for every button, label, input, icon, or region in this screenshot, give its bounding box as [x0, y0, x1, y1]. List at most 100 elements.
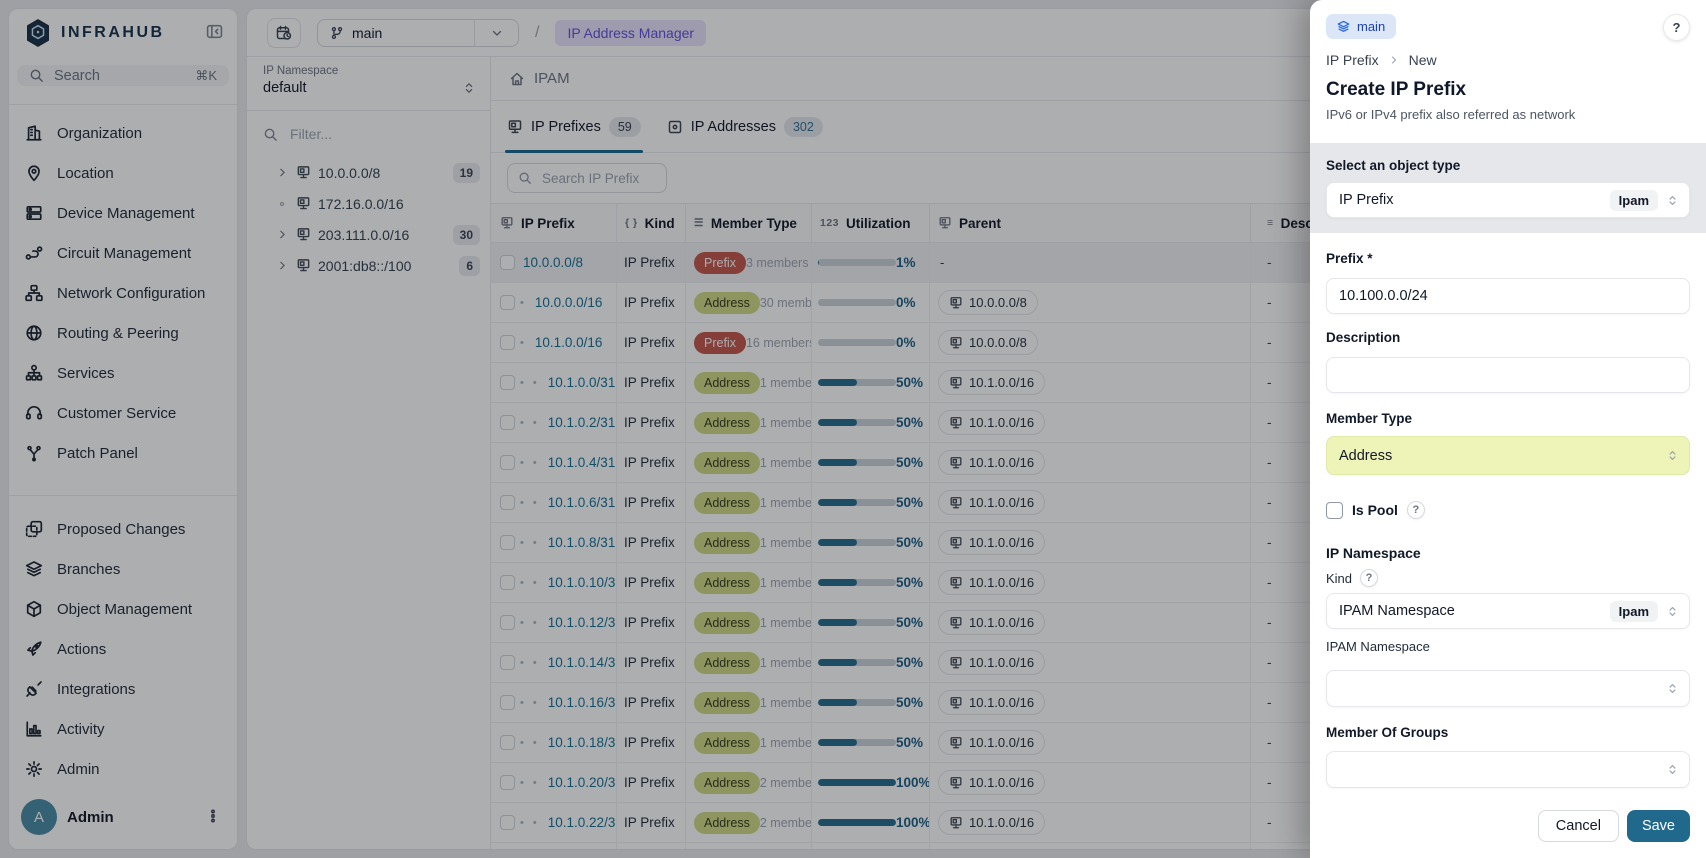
sidebar-item-services[interactable]: Services — [9, 353, 237, 393]
sidebar-item-admin[interactable]: Admin — [9, 749, 237, 789]
save-button[interactable]: Save — [1626, 810, 1690, 842]
prefix-link[interactable]: 10.1.0.10/31 — [547, 575, 617, 590]
row-checkbox[interactable] — [500, 615, 515, 630]
tab-ip-addresses[interactable]: IP Addresses 302 — [667, 101, 823, 152]
prefix-input[interactable] — [1326, 278, 1690, 314]
table-row[interactable]: 10.0.0.0/16 IP Prefix Address 30 members… — [491, 283, 1697, 323]
parent-chip[interactable]: - — [938, 251, 946, 274]
is-pool-checkbox[interactable] — [1326, 501, 1343, 519]
prefix-link[interactable]: 10.1.0.6/31 — [547, 495, 616, 510]
cancel-button[interactable]: Cancel — [1537, 810, 1619, 842]
sidebar-item-routing-peering[interactable]: Routing & Peering — [9, 313, 237, 353]
tree-item[interactable]: 2001:db8::/100 6 — [259, 250, 480, 281]
row-checkbox[interactable] — [500, 295, 515, 310]
prefix-link[interactable]: 10.0.0.0/8 — [523, 255, 584, 270]
table-row[interactable]: 10.1.0.4/31 IP Prefix Address 1 member 5… — [491, 443, 1697, 483]
row-checkbox[interactable] — [500, 775, 515, 790]
parent-chip[interactable]: 10.0.0.0/8 — [938, 330, 1038, 355]
column-header-kind[interactable]: { } Kind — [617, 204, 686, 242]
row-checkbox[interactable] — [500, 415, 515, 430]
prefix-link[interactable]: 10.1.0.8/31 — [547, 535, 616, 550]
row-checkbox[interactable] — [500, 335, 515, 350]
row-checkbox[interactable] — [500, 575, 515, 590]
tree-expander[interactable] — [275, 197, 289, 211]
sidebar-item-activity[interactable]: Activity — [9, 709, 237, 749]
tab-ip-prefixes[interactable]: IP Prefixes 59 — [505, 101, 643, 153]
parent-chip[interactable]: 10.1.0.0/16 — [938, 730, 1046, 755]
table-row[interactable]: 10.1.0.18/31 IP Prefix Address 1 member … — [491, 723, 1697, 763]
prefix-link[interactable]: 10.1.0.18/31 — [547, 735, 617, 750]
tree-item[interactable]: 10.0.0.0/8 19 — [259, 157, 480, 188]
row-checkbox[interactable] — [500, 495, 515, 510]
kind-help-icon[interactable]: ? — [1360, 569, 1379, 587]
table-row[interactable]: 10.1.0.6/31 IP Prefix Address 1 member 5… — [491, 483, 1697, 523]
table-search-input[interactable] — [540, 169, 656, 187]
sidebar-item-location[interactable]: Location — [9, 153, 237, 193]
column-header-ip-prefix[interactable]: IP Prefix — [491, 204, 617, 242]
help-button[interactable]: ? — [1663, 14, 1690, 41]
parent-chip[interactable]: 10.1.0.0/16 — [938, 650, 1046, 675]
table-row[interactable]: 10.1.0.24/31 IP Prefix Address 2 members… — [491, 843, 1697, 849]
parent-chip[interactable]: 10.1.0.0/16 — [938, 450, 1046, 475]
sidebar-item-object-management[interactable]: Object Management — [9, 589, 237, 629]
ipam-namespace-select[interactable] — [1326, 670, 1690, 707]
namespace-select[interactable]: default — [263, 80, 476, 96]
table-row[interactable]: 10.1.0.12/31 IP Prefix Address 1 member … — [491, 603, 1697, 643]
prefix-link[interactable]: 10.1.0.14/31 — [547, 655, 617, 670]
table-row[interactable]: 10.1.0.2/31 IP Prefix Address 1 member 5… — [491, 403, 1697, 443]
parent-chip[interactable]: 10.1.0.0/16 — [938, 490, 1046, 515]
is-pool-help-icon[interactable]: ? — [1406, 501, 1425, 519]
row-checkbox[interactable] — [500, 695, 515, 710]
parent-chip[interactable]: 10.1.0.0/16 — [938, 530, 1046, 555]
prefix-link[interactable]: 10.0.0.0/16 — [534, 295, 603, 310]
sidebar-item-actions[interactable]: Actions — [9, 629, 237, 669]
sidebar-item-customer-service[interactable]: Customer Service — [9, 393, 237, 433]
prefix-link[interactable]: 10.1.0.12/31 — [547, 615, 617, 630]
table-row[interactable]: 10.1.0.22/31 IP Prefix Address 2 members… — [491, 803, 1697, 843]
table-row[interactable]: 10.1.0.16/31 IP Prefix Address 1 member … — [491, 683, 1697, 723]
sidebar-item-proposed-changes[interactable]: Proposed Changes — [9, 509, 237, 549]
parent-chip[interactable]: 10.1.0.0/16 — [938, 770, 1046, 795]
member-of-groups-select[interactable] — [1326, 751, 1690, 788]
prefix-link[interactable]: 10.1.0.0/31 — [547, 375, 616, 390]
breadcrumb-ip-address-manager[interactable]: IP Address Manager — [555, 19, 707, 46]
sidebar-item-organization[interactable]: Organization — [9, 113, 237, 153]
sidebar-item-device-management[interactable]: Device Management — [9, 193, 237, 233]
prefix-link[interactable]: 10.1.0.20/31 — [547, 775, 617, 790]
table-row[interactable]: 10.1.0.20/31 IP Prefix Address 2 members… — [491, 763, 1697, 803]
parent-chip[interactable]: 10.1.0.0/16 — [938, 810, 1046, 835]
sidebar-item-circuit-management[interactable]: Circuit Management — [9, 233, 237, 273]
kind-select[interactable]: IPAM Namespace Ipam — [1326, 593, 1690, 629]
column-header-utilization[interactable]: 123 Utilization — [812, 204, 930, 242]
column-header-member-type[interactable]: ☰ Member Type — [686, 204, 812, 242]
table-row[interactable]: 10.1.0.14/31 IP Prefix Address 1 member … — [491, 643, 1697, 683]
row-checkbox[interactable] — [500, 815, 515, 830]
object-type-select[interactable]: IP Prefix Ipam — [1326, 182, 1690, 218]
global-search-button[interactable]: Search ⌘K — [17, 65, 229, 86]
sidebar-item-patch-panel[interactable]: Patch Panel — [9, 433, 237, 473]
member-type-select[interactable]: Address — [1326, 436, 1690, 475]
sidebar-item-integrations[interactable]: Integrations — [9, 669, 237, 709]
prefix-link[interactable]: 10.1.0.4/31 — [547, 455, 616, 470]
tree-item[interactable]: 203.111.0.0/16 30 — [259, 219, 480, 250]
tree-item[interactable]: 172.16.0.0/16 — [259, 188, 480, 219]
row-checkbox[interactable] — [500, 735, 515, 750]
row-checkbox[interactable] — [500, 655, 515, 670]
parent-chip[interactable]: 10.0.0.0/8 — [938, 290, 1038, 315]
sidebar-item-branches[interactable]: Branches — [9, 549, 237, 589]
branch-selector-toggle[interactable] — [474, 19, 518, 46]
column-header-parent[interactable]: Parent — [930, 204, 1251, 242]
prefix-link[interactable]: 10.1.0.22/31 — [547, 815, 617, 830]
table-row[interactable]: 10.1.0.0/31 IP Prefix Address 1 member 5… — [491, 363, 1697, 403]
prefix-link[interactable]: 10.1.0.0/16 — [534, 335, 603, 350]
prefix-link[interactable]: 10.1.0.2/31 — [547, 415, 616, 430]
description-input[interactable] — [1326, 357, 1690, 393]
prefix-link[interactable]: 10.1.0.16/31 — [547, 695, 617, 710]
tree-filter-input[interactable] — [288, 125, 474, 143]
table-row[interactable]: 10.1.0.0/16 IP Prefix Prefix 16 members … — [491, 323, 1697, 363]
parent-chip[interactable]: 10.1.0.0/16 — [938, 370, 1046, 395]
parent-chip[interactable]: 10.1.0.0/16 — [938, 570, 1046, 595]
row-checkbox[interactable] — [500, 535, 515, 550]
branch-selector[interactable]: main — [317, 18, 519, 47]
parent-chip[interactable]: 10.1.0.0/16 — [938, 690, 1046, 715]
